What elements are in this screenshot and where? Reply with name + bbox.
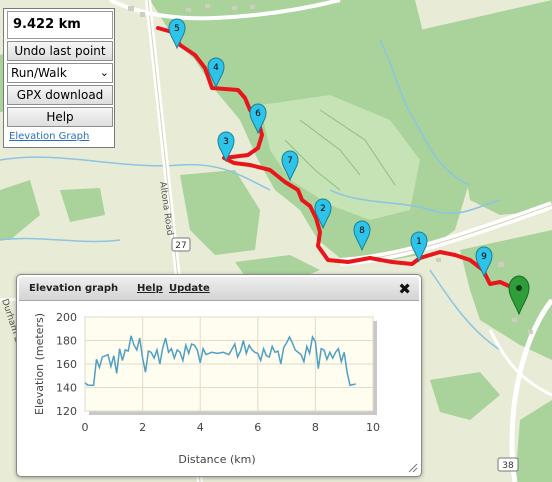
chart-grid bbox=[84, 316, 374, 412]
elevation-title: Elevation graph bbox=[29, 283, 119, 294]
y-axis-label: Elevation (meters) bbox=[33, 313, 46, 415]
elevation-help-link[interactable]: Help bbox=[137, 283, 163, 294]
waypoint-label: 1 bbox=[416, 237, 422, 247]
golf-fairways bbox=[284, 109, 396, 191]
waypoint-pin-icon bbox=[207, 57, 225, 89]
end-marker-icon[interactable] bbox=[508, 275, 530, 316]
waypoint-marker-4[interactable]: 4 bbox=[207, 57, 225, 89]
waypoint-markers[interactable]: 5 4 6 3 7 2 8 1 9 bbox=[168, 18, 493, 278]
activity-mode-value: Run/Walk bbox=[11, 66, 67, 80]
plot-shadow-right bbox=[373, 321, 377, 415]
waypoint-pin-icon bbox=[168, 18, 186, 50]
waypoint-label: 4 bbox=[213, 63, 219, 73]
road-shield-27-label: 27 bbox=[175, 241, 186, 251]
elevation-graph-link[interactable]: Elevation Graph bbox=[9, 131, 90, 142]
elevation-update-link[interactable]: Update bbox=[169, 283, 210, 294]
waypoint-pin-icon bbox=[475, 246, 493, 278]
x-tick-labels: 0 2 4 6 8 10 bbox=[82, 421, 381, 434]
y-tick-label: 160 bbox=[56, 358, 77, 371]
y-tick-label: 200 bbox=[56, 311, 77, 324]
road-shield-38-label: 38 bbox=[502, 461, 514, 471]
y-tick-label: 140 bbox=[56, 382, 77, 395]
x-tick-label: 10 bbox=[366, 421, 380, 434]
elevation-chart: 0 2 4 6 8 10 120 140 160 180 200 Distance (km) El… bbox=[33, 311, 381, 466]
golf-course bbox=[260, 95, 420, 220]
waypoint-pin-icon bbox=[217, 131, 235, 163]
waypoint-marker-1[interactable]: 1 bbox=[410, 231, 428, 263]
elevation-series-line bbox=[84, 334, 356, 387]
elevation-window: Elevation graph Help Update ✖ 0 2 4 6 8 10 12… bbox=[16, 274, 422, 477]
control-panel: 9.422 km Undo last point Run/Walk ⌄ GPX … bbox=[3, 8, 115, 148]
waypoint-marker-2[interactable]: 2 bbox=[314, 198, 332, 230]
x-tick-label: 0 bbox=[82, 421, 89, 434]
waypoint-marker-9[interactable]: 9 bbox=[475, 246, 493, 278]
x-tick-label: 2 bbox=[139, 421, 146, 434]
waypoint-pin-icon bbox=[314, 198, 332, 230]
waypoint-pin-icon bbox=[249, 103, 267, 135]
waypoint-marker-6[interactable]: 6 bbox=[249, 103, 267, 135]
y-tick-labels: 120 140 160 180 200 bbox=[56, 311, 77, 418]
chart-series bbox=[84, 334, 356, 387]
close-icon[interactable]: ✖ bbox=[398, 280, 411, 298]
route-line[interactable] bbox=[156, 26, 520, 292]
waypoint-marker-3[interactable]: 3 bbox=[217, 131, 235, 163]
road-shield-27 bbox=[171, 237, 191, 252]
x-tick-label: 4 bbox=[197, 421, 204, 434]
waypoint-label: 7 bbox=[287, 156, 293, 166]
gpx-download-button[interactable]: GPX download bbox=[7, 85, 113, 105]
waypoint-pin-icon bbox=[353, 220, 371, 252]
help-button[interactable]: Help bbox=[7, 107, 113, 127]
elevation-titlebar[interactable]: Elevation graph Help Update ✖ bbox=[19, 277, 419, 301]
buildings bbox=[128, 4, 533, 334]
waypoint-label: 9 bbox=[481, 252, 487, 262]
waypoint-label: 5 bbox=[174, 24, 180, 34]
resize-grip-icon[interactable] bbox=[406, 461, 418, 473]
distance-readout: 9.422 km bbox=[7, 11, 113, 39]
waypoint-marker-8[interactable]: 8 bbox=[353, 220, 371, 252]
x-tick-label: 6 bbox=[254, 421, 261, 434]
waypoint-label: 3 bbox=[223, 137, 229, 147]
activity-mode-select[interactable]: Run/Walk ⌄ bbox=[7, 63, 113, 83]
waypoint-label: 6 bbox=[255, 109, 261, 119]
y-tick-label: 180 bbox=[56, 335, 77, 348]
waypoint-marker-7[interactable]: 7 bbox=[281, 150, 299, 182]
road-shield-38 bbox=[497, 457, 519, 472]
waypoint-pin-icon bbox=[410, 231, 428, 263]
waypoint-label: 2 bbox=[320, 204, 326, 214]
undo-last-point-button[interactable]: Undo last point bbox=[7, 41, 113, 61]
x-axis-label: Distance (km) bbox=[178, 453, 255, 466]
waypoint-pin-icon bbox=[281, 150, 299, 182]
waypoint-marker-5[interactable]: 5 bbox=[168, 18, 186, 50]
x-tick-label: 8 bbox=[312, 421, 319, 434]
waypoint-label: 8 bbox=[359, 226, 365, 236]
chevron-down-icon: ⌄ bbox=[99, 66, 109, 79]
y-tick-label: 120 bbox=[56, 405, 77, 418]
plot-shadow-bottom bbox=[89, 411, 377, 415]
